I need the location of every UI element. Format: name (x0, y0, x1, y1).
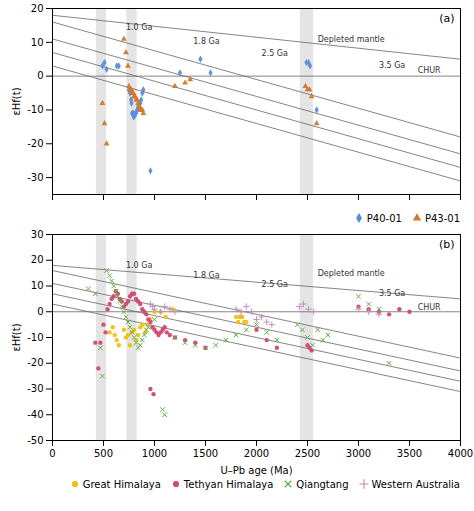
svg-text:U–Pb age (Ma): U–Pb age (Ma) (220, 465, 292, 476)
svg-text:Depleted mantle: Depleted mantle (318, 269, 385, 278)
svg-text:10: 10 (31, 37, 44, 48)
html-text:P40-01: P40-01 (366, 212, 402, 224)
svg-text:1500: 1500 (193, 448, 218, 459)
svg-text:1.0 Ga: 1.0 Ga (126, 261, 152, 270)
svg-text:4000: 4000 (448, 448, 473, 459)
svg-text:-20: -20 (27, 138, 43, 149)
svg-text:0: 0 (49, 448, 55, 459)
svg-text:-10: -10 (27, 104, 43, 115)
svg-text:CHUR: CHUR (418, 303, 441, 312)
html-text:Western Australia: Western Australia (371, 478, 460, 490)
svg-text:2.5 Ga: 2.5 Ga (262, 49, 288, 58)
svg-text:CHUR: CHUR (418, 66, 441, 75)
svg-text:0: 0 (37, 306, 43, 317)
svg-text:30: 30 (31, 229, 44, 240)
svg-text:εHf(t): εHf(t) (11, 87, 22, 115)
svg-text:-50: -50 (27, 435, 43, 446)
svg-text:2000: 2000 (244, 448, 269, 459)
svg-text:(a): (a) (439, 12, 454, 25)
svg-text:-20: -20 (27, 357, 43, 368)
svg-text:3.5 Ga: 3.5 Ga (379, 61, 405, 70)
svg-text:3000: 3000 (346, 448, 371, 459)
svg-text:3500: 3500 (397, 448, 422, 459)
svg-text:20: 20 (31, 3, 44, 14)
html-text:Tethyan Himalaya: Tethyan Himalaya (183, 478, 274, 490)
html-text:Great Himalaya: Great Himalaya (82, 478, 161, 490)
svg-text:20: 20 (31, 254, 44, 265)
svg-text:2.5 Ga: 2.5 Ga (262, 280, 288, 289)
svg-text:500: 500 (94, 448, 113, 459)
svg-text:(b): (b) (439, 238, 455, 251)
svg-text:-30: -30 (27, 383, 43, 394)
svg-text:1.8 Ga: 1.8 Ga (193, 37, 219, 46)
svg-text:0: 0 (37, 70, 43, 81)
svg-text:1000: 1000 (142, 448, 167, 459)
svg-text:-30: -30 (27, 172, 43, 183)
svg-text:1.8 Ga: 1.8 Ga (193, 271, 219, 280)
svg-text:10: 10 (31, 280, 44, 291)
svg-text:2500: 2500 (295, 448, 320, 459)
svg-text:εHf(t): εHf(t) (11, 323, 22, 351)
svg-text:-40: -40 (27, 409, 43, 420)
svg-text:1.0 Ga: 1.0 Ga (126, 23, 152, 32)
html-text:P43-01: P43-01 (424, 212, 460, 224)
svg-text:Depleted mantle: Depleted mantle (318, 35, 385, 44)
svg-text:3.5 Ga: 3.5 Ga (379, 289, 405, 298)
svg-text:-10: -10 (27, 332, 43, 343)
html-text:Qiangtang: Qiangtang (296, 478, 349, 490)
